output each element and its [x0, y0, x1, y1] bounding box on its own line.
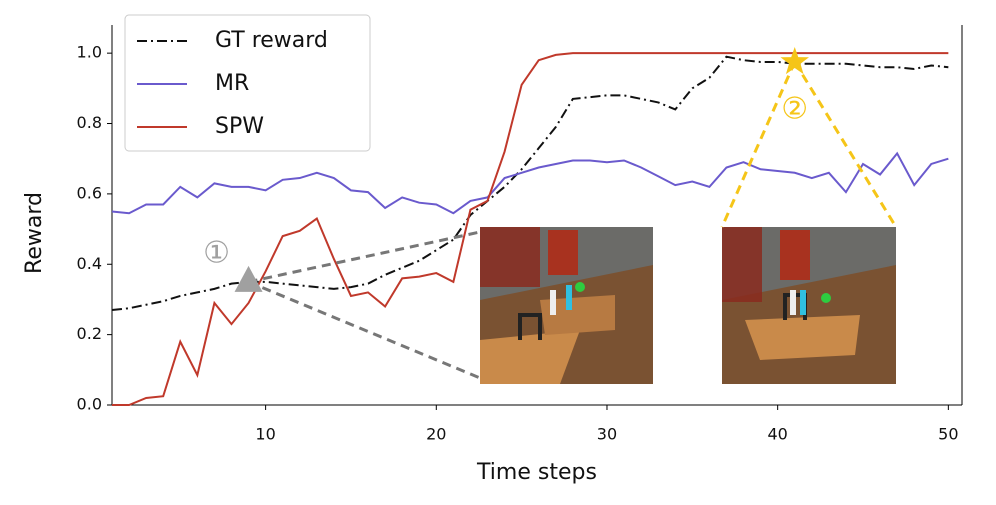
y-tick-label: 0.4 [77, 254, 102, 273]
annotation-connector [720, 61, 797, 228]
y-tick-label: 0.2 [77, 324, 102, 343]
x-tick-label: 20 [426, 425, 446, 444]
y-axis-label: Reward [22, 192, 47, 274]
x-tick-label: 40 [767, 425, 787, 444]
legend-box [124, 14, 371, 152]
y-tick-label: 0.6 [77, 183, 102, 202]
annotation-label: ② [781, 91, 808, 126]
y-tick-label: 1.0 [77, 43, 102, 62]
x-axis-label: Time steps [476, 460, 597, 485]
inset-image-1 [480, 227, 653, 384]
y-tick-label: 0.8 [77, 113, 102, 132]
annotation-connector [248, 230, 481, 284]
annotation-marker [780, 46, 809, 75]
legend-label: SPW [215, 114, 264, 139]
legend-label: GT reward [215, 28, 328, 53]
annotation-connector [247, 280, 481, 380]
annotation-connector [793, 61, 898, 228]
annotation-label: ① [203, 235, 230, 270]
x-tick-label: 10 [255, 425, 275, 444]
x-tick-label: 50 [938, 425, 958, 444]
line-series [111, 151, 949, 215]
legend: GT reward MR SPW [124, 14, 371, 152]
x-tick-label: 30 [597, 425, 617, 444]
y-tick-label: 0.0 [77, 395, 102, 414]
line-series [112, 52, 949, 406]
inset-image-2 [722, 227, 896, 384]
annotation-marker [234, 265, 263, 292]
legend-label: MR [215, 71, 249, 96]
